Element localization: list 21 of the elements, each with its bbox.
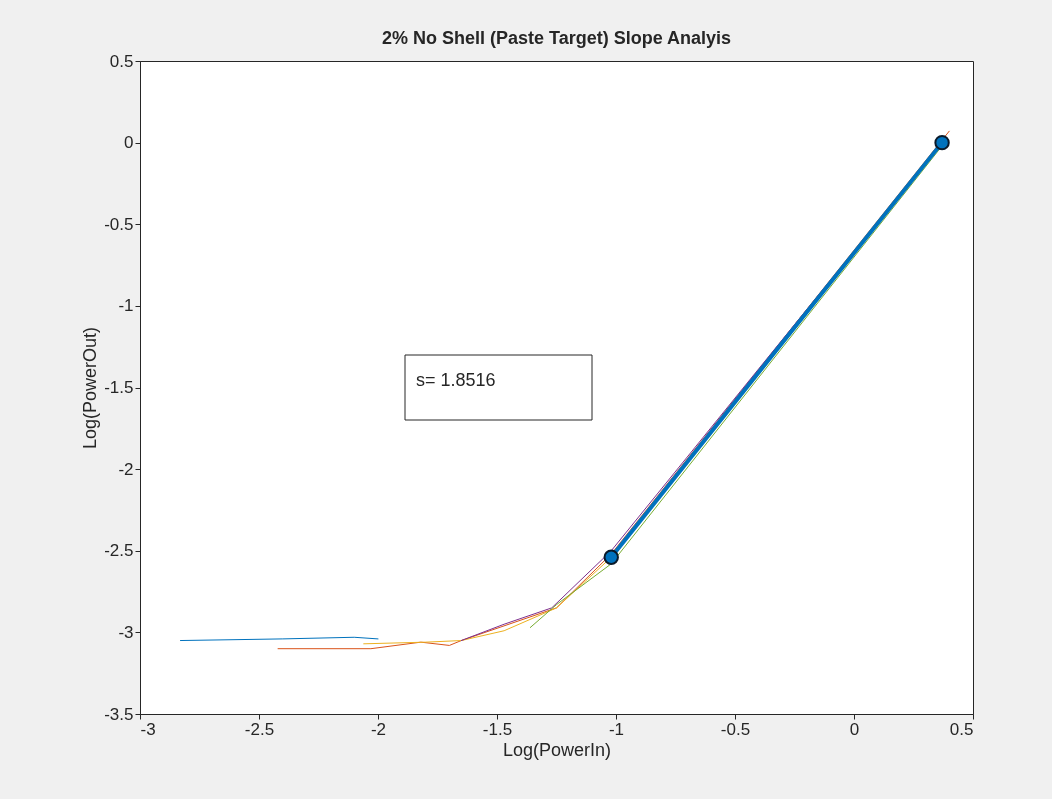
x-tick-label: -2 [370, 719, 387, 739]
x-tick-label: -2.5 [244, 719, 275, 739]
y-tick-label: -0.5 [104, 214, 134, 234]
annotation: s= 1.8516 [416, 370, 496, 390]
x-tick-label: 0.5 [949, 719, 974, 739]
chart-title: 2% No Shell (Paste Target) Slope Analyis [381, 28, 732, 48]
y-tick-label: -2 [118, 459, 134, 479]
x-tick-label: -1 [608, 719, 625, 739]
x-tick-label: -0.5 [720, 719, 751, 739]
y-tick-label: -2.5 [104, 541, 134, 561]
x-tick-label: -3 [140, 719, 156, 739]
y-tick-label: 0.5 [109, 51, 134, 71]
y-tick-label: -1.5 [104, 378, 134, 397]
y-tick-label: 0 [124, 133, 134, 153]
y-tick-label: -3 [118, 622, 134, 642]
x-tick-label: 0 [849, 719, 860, 739]
y-tick-label: -1 [118, 296, 134, 316]
x-axis-title: Log(PowerIn) [502, 739, 612, 760]
y-axis-title: Log(PowerOut) [80, 326, 101, 450]
x-tick-label: -1.5 [482, 719, 513, 739]
y-tick-label: -3.5 [104, 704, 134, 724]
